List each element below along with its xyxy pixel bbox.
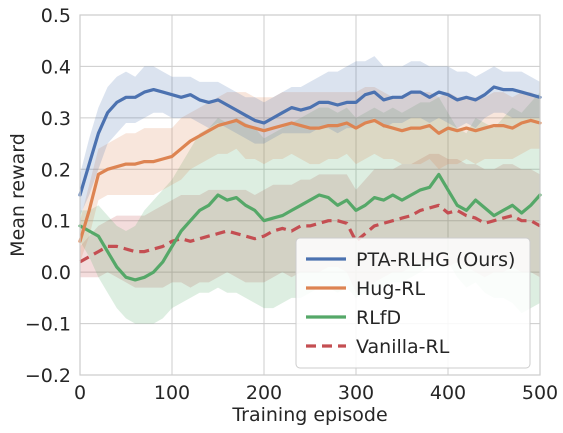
x-tick-label: 400 [430,382,466,404]
legend-box [295,237,531,369]
y-tick-label: 0.4 [41,56,71,78]
x-tick-label: 200 [246,382,282,404]
tick-labels: 0 100 200 300 400 500 −0.2 −0.1 0.0 0.1 0.2 0.3 0.4 0… [25,5,558,404]
series-line [78,85,542,197]
y-tick-label: 0.5 [41,5,71,27]
y-tick-label: 0.1 [41,211,71,233]
plot-frame [79,14,541,376]
legend-label: Vanilla-RL [356,336,450,358]
y-axis-label: Mean reward [7,133,29,257]
legend: PTA-RLHG (Ours) Hug-RL RLfD Vanilla-RL [295,237,531,369]
series-line [79,203,541,264]
legend-label: PTA-RLHG (Ours) [356,249,515,271]
legend-label: RLfD [356,307,401,329]
series-line [78,172,542,282]
y-tick-label: 0.0 [41,262,71,284]
y-tick-label: −0.1 [25,314,71,336]
confidence-band [80,87,540,262]
legend-label: Hug-RL [356,278,425,300]
x-tick-label: 0 [74,382,86,404]
y-tick-label: 0.3 [41,108,71,130]
x-axis-label: Training episode [231,404,387,426]
x-tick-label: 500 [522,382,558,404]
series-line [78,118,542,243]
y-tick-label: 0.2 [41,159,71,181]
x-tick-label: 100 [154,382,190,404]
x-tick-label: 300 [338,382,374,404]
series-lines [78,85,542,282]
y-tick-label: −0.2 [25,365,71,387]
